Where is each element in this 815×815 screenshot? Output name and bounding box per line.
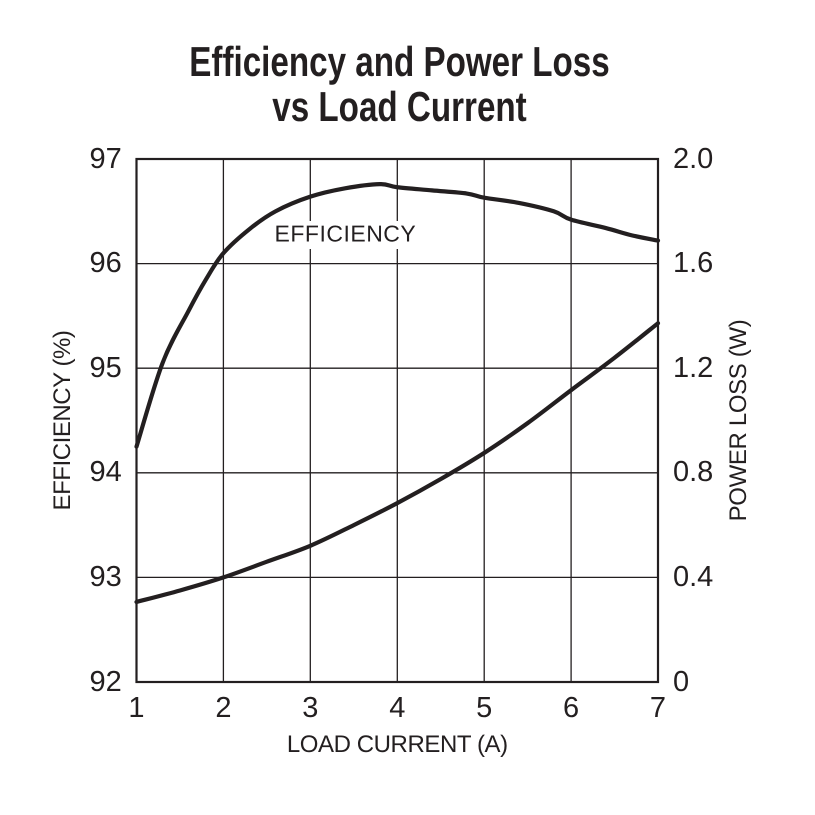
- svg-text:EFFICIENCY: EFFICIENCY: [275, 221, 417, 247]
- svg-text:EFFICIENCY (%): EFFICIENCY (%): [49, 331, 76, 511]
- svg-text:POWER LOSS (W): POWER LOSS (W): [725, 320, 752, 522]
